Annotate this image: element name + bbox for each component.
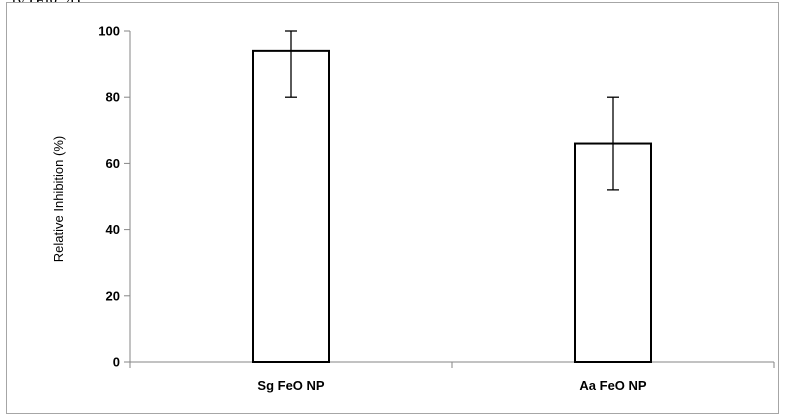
chart-frame: 0 20 40 60 80 100 Sg FeO NP Aa FeO NP Relative … (6, 2, 779, 414)
bar (252, 49, 330, 364)
y-tick-label: 100 (98, 24, 120, 39)
y-tick-label: 80 (106, 90, 120, 105)
chart-axes (124, 30, 775, 368)
y-tick-label: 0 (113, 355, 120, 370)
bar-series (252, 49, 652, 364)
y-tick-label: 40 (106, 222, 120, 237)
bar-chart: 0 20 40 60 80 100 Sg FeO NP Aa FeO NP Relative … (51, 24, 775, 394)
tick-labels: 0 20 40 60 80 100 Sg FeO NP Aa FeO NP (98, 24, 647, 394)
x-category-label: Sg FeO NP (257, 378, 325, 393)
error-bars (285, 30, 619, 191)
x-category-label: Aa FeO NP (579, 378, 647, 393)
y-axis-title: Relative Inhibition (%) (51, 136, 66, 262)
y-tick-label: 20 (106, 288, 120, 303)
y-tick-label: 60 (106, 156, 120, 171)
